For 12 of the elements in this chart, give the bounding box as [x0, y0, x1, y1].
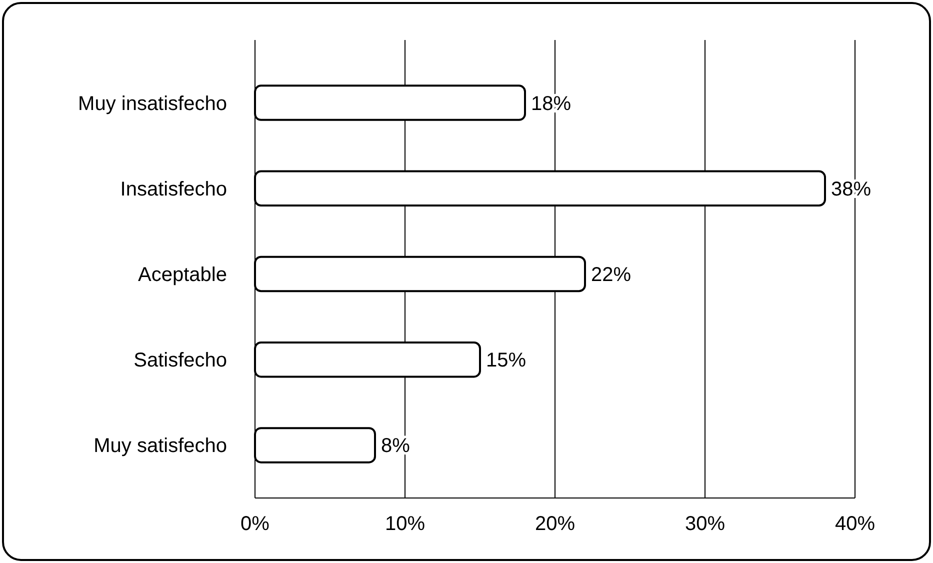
x-tick-label: 20%	[534, 513, 576, 535]
data-label: 22%	[591, 264, 632, 286]
x-tick-label: 10%	[384, 513, 426, 535]
y-tick-label: Satisfecho	[134, 350, 227, 372]
y-tick-label: Aceptable	[138, 264, 227, 286]
y-tick-label: Insatisfecho	[120, 178, 227, 200]
y-tick-label: Muy insatisfecho	[78, 92, 227, 115]
x-tick-label: 40%	[834, 513, 876, 535]
data-label: 15%	[486, 350, 526, 372]
y-tick-label: Muy satisfecho	[94, 435, 227, 458]
x-tick-label: 30%	[684, 513, 726, 535]
x-tick-label: 0%	[240, 513, 270, 535]
